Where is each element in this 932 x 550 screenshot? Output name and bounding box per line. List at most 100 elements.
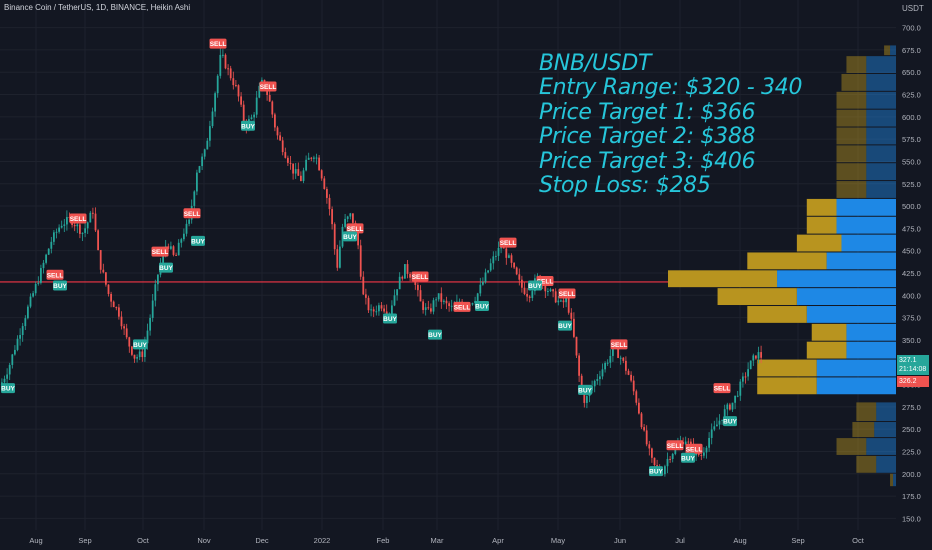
sell-signal-box xyxy=(666,440,684,451)
price-tick-label: 350.0 xyxy=(902,336,921,345)
candle-body xyxy=(209,126,211,141)
candle-body xyxy=(346,216,349,219)
candle-body xyxy=(302,170,305,181)
price-tick-label: 150.0 xyxy=(902,514,921,523)
candle-body xyxy=(515,267,518,275)
sell-signal-label: SELL xyxy=(667,443,684,450)
trade-annotation: BNB/USDT Entry Range: $320 - 340 Price T… xyxy=(539,51,803,198)
price-tick-label: 400.0 xyxy=(902,291,921,300)
candle-body xyxy=(357,226,359,246)
candle-body xyxy=(593,380,596,387)
second-price-badge: 326.2 xyxy=(897,376,929,387)
volume-profile-buy-bar xyxy=(866,163,896,181)
candle-body xyxy=(76,224,79,227)
buy-signal: BUY xyxy=(53,280,68,291)
candle-body xyxy=(53,232,55,242)
candle-body xyxy=(196,172,198,192)
volume-profile-buy-bar xyxy=(874,422,896,438)
candle-body xyxy=(305,159,307,171)
buy-signal-label: BUY xyxy=(681,455,695,462)
sell-signal-label: SELL xyxy=(500,240,517,247)
candle-body xyxy=(151,300,154,318)
chart-title: Binance Coin / TetherUS, 1D, BINANCE, He… xyxy=(4,3,191,12)
candle-body xyxy=(323,178,326,189)
candle-body xyxy=(406,264,409,274)
candle-body xyxy=(427,307,430,309)
volume-profile-sell-bar xyxy=(890,473,894,487)
candle-body xyxy=(482,281,484,285)
candle-body xyxy=(310,157,313,159)
candle-body xyxy=(645,430,648,445)
candle-body xyxy=(617,345,619,358)
candle-body xyxy=(391,305,393,315)
candle-body xyxy=(94,213,97,231)
candle-body xyxy=(383,308,385,312)
candle-body xyxy=(16,338,19,350)
price-tick-label: 475.0 xyxy=(902,224,921,233)
candle-body xyxy=(271,101,274,115)
buy-signal: BUY xyxy=(428,329,443,340)
price-tick-label: 600.0 xyxy=(902,113,921,122)
sell-signal-box xyxy=(713,383,731,394)
price-axis-bg xyxy=(896,0,932,550)
candle-body xyxy=(596,379,599,381)
candle-body xyxy=(492,256,495,264)
sell-signal-box xyxy=(558,288,576,299)
candle-body xyxy=(287,157,289,163)
candle-body xyxy=(92,212,94,214)
buy-signal-label: BUY xyxy=(723,419,737,426)
candle-body xyxy=(222,54,224,56)
volume-profile-buy-bar xyxy=(841,234,896,252)
time-tick-label: Aug xyxy=(733,536,746,545)
candle-body xyxy=(586,396,588,403)
price-tick-label: 625.0 xyxy=(902,91,921,100)
candle-body xyxy=(219,54,222,76)
candle-body xyxy=(336,249,339,268)
candle-body xyxy=(570,312,573,319)
time-axis: Aug Sep Oct Nov Dec 2022 Feb Mar Apr May Jun Jul Aug… xyxy=(29,536,864,545)
sell-signal-label: SELL xyxy=(412,274,429,281)
time-tick-label: Oct xyxy=(852,536,865,545)
candle-body xyxy=(331,209,333,225)
candle-body xyxy=(125,328,128,338)
volume-profile-buy-bar xyxy=(876,455,896,473)
candle-body xyxy=(55,231,58,233)
candle-body xyxy=(583,387,586,403)
candle-body xyxy=(651,448,653,458)
candle-body xyxy=(359,245,362,277)
candle-body xyxy=(393,295,396,306)
candle-body xyxy=(705,447,708,453)
buy-signal-label: BUY xyxy=(159,265,173,272)
sell-signal: SELL xyxy=(209,38,227,49)
candle-body xyxy=(666,458,669,467)
buy-signal-label: BUY xyxy=(191,238,205,245)
candle-body xyxy=(450,305,453,307)
volume-profile-buy-bar xyxy=(816,359,896,377)
candle-body xyxy=(380,305,383,309)
annotation-entry: Entry Range: $320 - 340 xyxy=(539,75,803,101)
candle-body xyxy=(102,269,105,273)
candle-body xyxy=(437,293,440,300)
candle-body xyxy=(8,364,11,375)
volume-profile-sell-bar xyxy=(836,91,867,109)
candle-body xyxy=(29,296,32,307)
volume-profile-buy-bar xyxy=(866,91,896,109)
candle-body xyxy=(417,284,419,291)
candle-body xyxy=(749,360,752,370)
sell-signal-box xyxy=(346,223,364,234)
candle-body xyxy=(726,404,729,410)
sell-signal: SELL xyxy=(411,271,429,282)
candle-body xyxy=(669,458,671,460)
sell-signal-label: SELL xyxy=(686,446,703,453)
candle-body xyxy=(307,157,310,160)
sell-signal-label: SELL xyxy=(184,211,201,218)
price-tick-label: 275.0 xyxy=(902,403,921,412)
sell-signal-label: SELL xyxy=(260,84,277,91)
candle-body xyxy=(731,402,734,410)
candle-body xyxy=(479,284,482,294)
sell-signal-label: SELL xyxy=(210,41,227,48)
buy-signal: BUY xyxy=(241,120,256,131)
volume-profile-buy-bar xyxy=(836,198,896,216)
volume-profile-sell-bar xyxy=(836,109,867,127)
